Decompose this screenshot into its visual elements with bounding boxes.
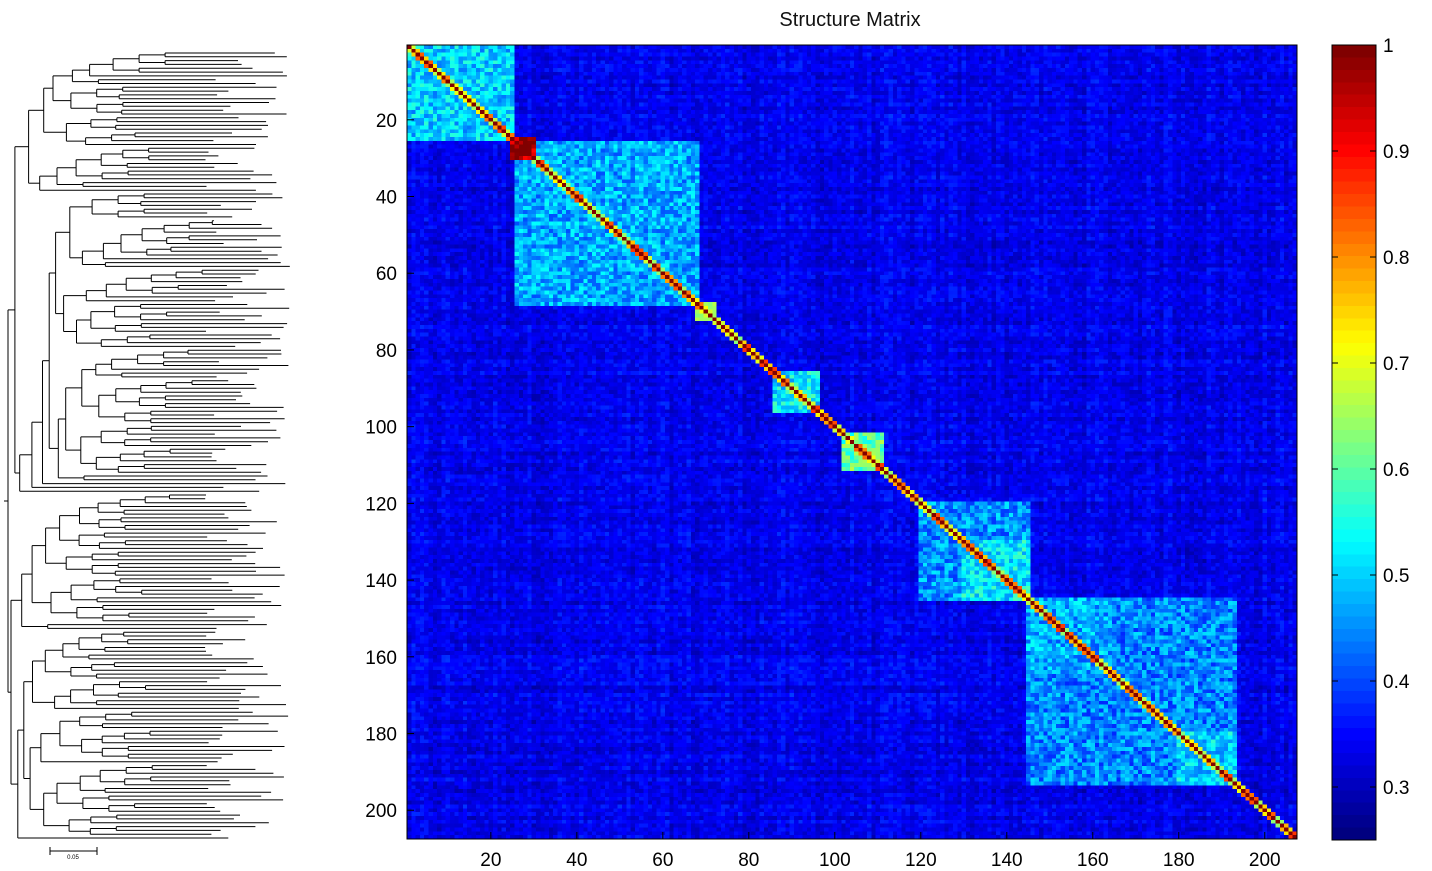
heatmap-cells xyxy=(407,45,1297,839)
colorbar-tick-label: 0.3 xyxy=(1383,778,1409,799)
x-tick-label: 20 xyxy=(480,850,501,871)
y-tick-label: 180 xyxy=(365,725,397,746)
x-tick-label: 80 xyxy=(738,850,759,871)
chart-title: Structure Matrix xyxy=(779,9,920,31)
x-tick-label: 120 xyxy=(905,850,937,871)
y-tick-label: 20 xyxy=(376,111,397,132)
heatmap-frame xyxy=(406,44,1298,840)
x-tick-label: 200 xyxy=(1249,850,1281,871)
y-tick-label: 200 xyxy=(365,801,397,822)
colorbar-tick-label: 0.7 xyxy=(1383,354,1409,375)
colorbar-tick-label: 1 xyxy=(1383,36,1394,57)
colorbar: 0.3 0.4 0.5 0.6 0.7 0.8 0.9 1 xyxy=(1331,36,1410,841)
x-tick-label: 100 xyxy=(819,850,851,871)
colorbar-tick-label: 0.6 xyxy=(1383,460,1409,481)
x-tick-label: 160 xyxy=(1077,850,1109,871)
dendrogram-scale-bar: 0.05 xyxy=(49,847,98,861)
y-tick-label: 140 xyxy=(365,571,397,592)
x-tick-label: 60 xyxy=(652,850,673,871)
y-tick-label: 40 xyxy=(376,188,397,209)
y-axis: 20 40 60 80 100 120 140 160 180 200 xyxy=(365,111,414,822)
colorbar-tick-label: 0.5 xyxy=(1383,566,1409,587)
x-tick-label: 40 xyxy=(566,850,587,871)
x-tick-label: 140 xyxy=(991,850,1023,871)
y-tick-label: 120 xyxy=(365,494,397,515)
y-tick-label: 60 xyxy=(376,264,397,285)
scale-bar-label: 0.05 xyxy=(67,855,79,861)
colorbar-tick-label: 0.9 xyxy=(1383,142,1409,163)
y-tick-label: 100 xyxy=(365,418,397,439)
x-tick-label: 180 xyxy=(1163,850,1195,871)
y-tick-label: 80 xyxy=(376,341,397,362)
heatmap-plot xyxy=(406,44,1298,840)
colorbar-tick-label: 0.4 xyxy=(1383,672,1410,693)
colorbar-tick-label: 0.8 xyxy=(1383,248,1409,269)
x-axis: 20 40 60 80 100 120 140 160 180 200 xyxy=(480,832,1281,871)
colorbar-gradient xyxy=(1331,44,1377,841)
colorbar-ticks: 0.3 0.4 0.5 0.6 0.7 0.8 0.9 1 xyxy=(1332,36,1410,799)
y-tick-label: 160 xyxy=(365,648,397,669)
dendrogram xyxy=(4,52,290,839)
